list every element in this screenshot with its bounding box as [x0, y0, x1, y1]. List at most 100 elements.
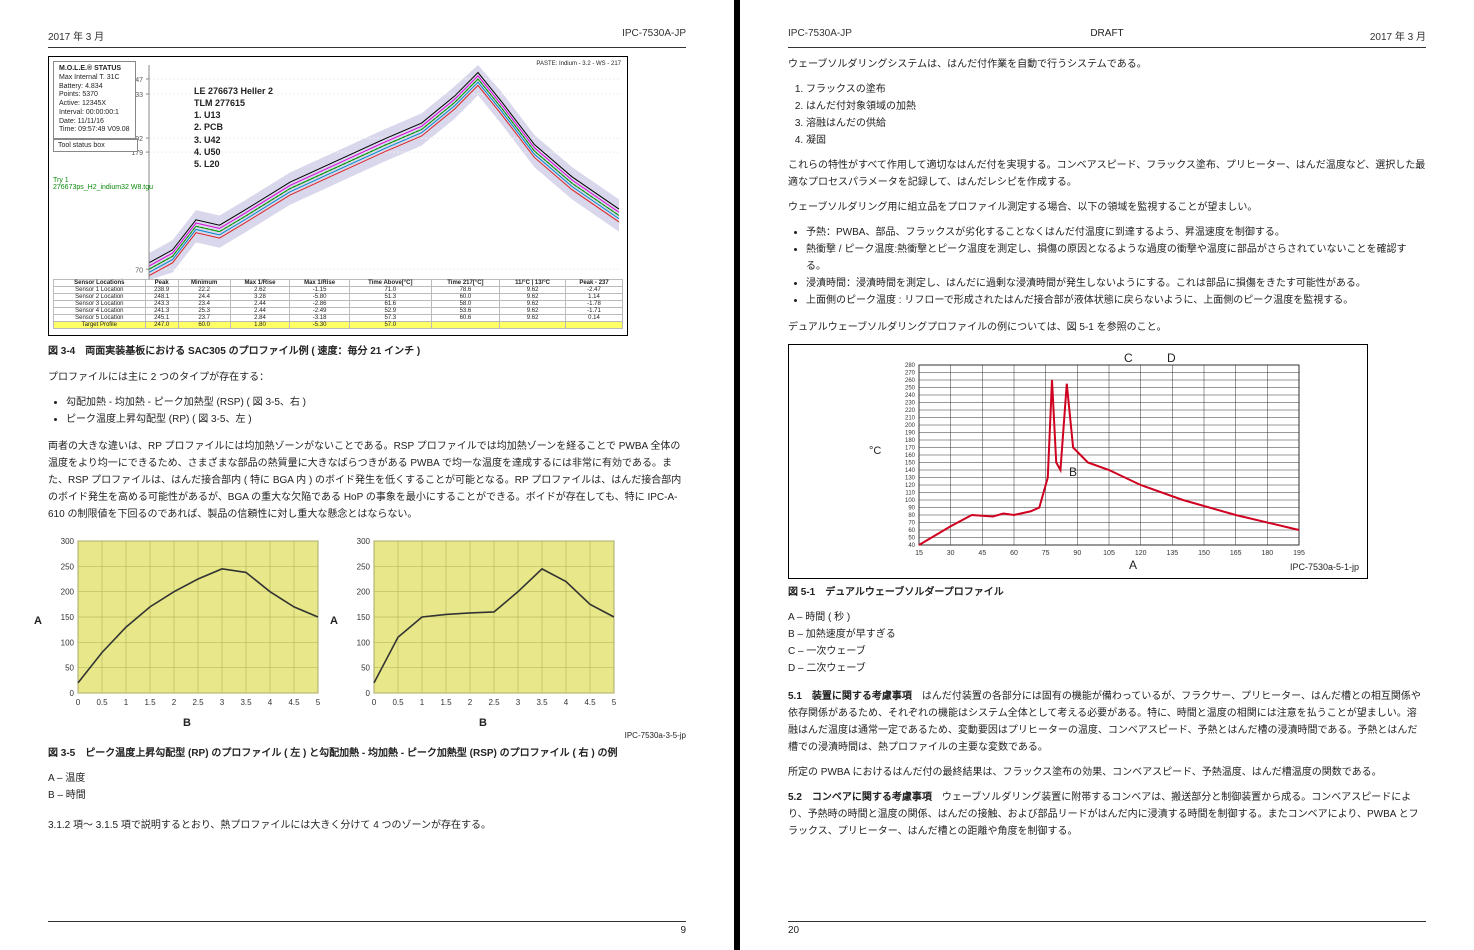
svg-text:135: 135 [1166, 550, 1178, 557]
reflow-profile-chart: 70179192233247degC M.O.L.E.® STATUS Max … [48, 56, 628, 336]
mole-l1: Battery: 4.834 [59, 83, 130, 92]
svg-text:160: 160 [905, 453, 916, 459]
svg-text:1.5: 1.5 [144, 698, 156, 707]
wave-b1: 熱衝撃 / ピーク温度:熱衝撃とピーク温度を測定し、損傷の原因となるような過度の… [806, 241, 1426, 275]
wave-monitor-list: 予熱：PWBA、部品、フラックスが劣化することなくはんだ付温度に到達するよう、昇… [798, 224, 1426, 309]
header-doc-r: IPC-7530A-JP [788, 28, 852, 43]
svg-text:100: 100 [357, 638, 371, 647]
svg-text:5: 5 [316, 698, 321, 707]
draft-label: DRAFT [1090, 28, 1123, 39]
svg-text:200: 200 [61, 588, 75, 597]
svg-text:15: 15 [915, 550, 923, 557]
para-profiles-intro: プロファイルには主に 2 つのタイプが存在する： [48, 369, 686, 386]
twin-charts: 05010015020025030000.511.522.533.544.55 … [48, 533, 686, 713]
svg-text:2: 2 [172, 698, 177, 707]
mark-A: A [1129, 558, 1137, 572]
svg-text:4.5: 4.5 [288, 698, 300, 707]
fig35-caption: 図 3-5 ピーク温度上昇勾配型 (RP) のプロファイル ( 左 ) と勾配加… [48, 744, 686, 759]
svg-text:4.5: 4.5 [584, 698, 596, 707]
legend-box: LE 276673 Heller 2 TLM 277615 1. U13 2. … [194, 85, 273, 170]
svg-text:110: 110 [905, 491, 915, 497]
profile-types-list: 勾配加熱 - 均加熱 - ピーク加熱型 (RSP) ( 図 3-5、右 ) ピー… [58, 394, 686, 428]
svg-text:300: 300 [61, 537, 75, 546]
svg-text:2.5: 2.5 [192, 698, 204, 707]
svg-text:0: 0 [76, 698, 81, 707]
svg-text:180: 180 [905, 438, 916, 444]
svg-text:3.5: 3.5 [536, 698, 548, 707]
legend-l2: TLM 277615 [194, 97, 273, 109]
fig51-sub-b: B – 加熱速度が早すぎる [788, 627, 1426, 642]
page-footer-left: 9 [48, 921, 686, 936]
svg-text:1.5: 1.5 [440, 698, 452, 707]
svg-text:180: 180 [1261, 550, 1273, 557]
svg-text:100: 100 [905, 498, 916, 504]
fig35-sub-a: A – 温度 [48, 771, 686, 786]
mole-l2: Points: 5370 [59, 91, 130, 100]
svg-text:70: 70 [135, 267, 143, 274]
svg-text:50: 50 [65, 664, 74, 673]
legend-i0: 1. U13 [194, 109, 273, 121]
page-left: 2017 年 3 月 IPC-7530A-JP 70179192233247de… [0, 0, 737, 950]
fig51-sub-d: D – 二次ウェーブ [788, 661, 1426, 676]
svg-text:165: 165 [1230, 550, 1242, 557]
svg-text:75: 75 [1042, 550, 1050, 557]
fig51-ref: IPC-7530a-5-1-jp [1290, 562, 1359, 572]
svg-text:280: 280 [905, 363, 916, 369]
try-l2: 276673ps_H2_indium32 W8.tgu [53, 184, 153, 191]
sec52: 5.2 コンベアに関する考慮事項 ウェーブソルダリング装置に附帯するコンベアは、… [788, 789, 1426, 840]
mini-chart-rsp-svg: 05010015020025030000.511.522.533.544.55 [344, 533, 622, 713]
page-right: IPC-7530A-JP 2017 年 3 月 DRAFT ウェーブソルダリング… [737, 0, 1474, 950]
svg-text:45: 45 [978, 550, 986, 557]
svg-text:80: 80 [908, 513, 915, 519]
svg-text:150: 150 [357, 613, 371, 622]
svg-text:130: 130 [905, 476, 916, 482]
wave-para3: デュアルウェーブソルダリングプロファイルの例については、図 5-1 を参照のこと… [788, 319, 1426, 336]
mole-status-box: M.O.L.E.® STATUS Max Internal T. 31C Bat… [53, 61, 136, 139]
header-date: 2017 年 3 月 [48, 28, 104, 43]
wave-chart-svg: 4050607080901001101201301401501601701801… [789, 345, 1369, 580]
svg-text:120: 120 [905, 483, 916, 489]
mark-D: D [1167, 351, 1176, 365]
svg-text:50: 50 [361, 664, 370, 673]
legend-l1: LE 276673 Heller 2 [194, 85, 273, 97]
para-rsp-rp-diff: 両者の大きな違いは、RP プロファイルには均加熱ゾーンがないことである。RSP … [48, 438, 686, 523]
wave-b2: 浸漬時間：浸漬時間を測定し、はんだに過剰な浸漬時間が発生しないようにする。これは… [806, 275, 1426, 292]
axis-x-left: B [183, 717, 191, 729]
legend-i2: 3. U42 [194, 134, 273, 146]
sec51-head: 5.1 装置に関する考慮事項 [788, 691, 912, 702]
paste-label: PASTE: Indium - 3.2 - WS - 217 [536, 61, 621, 67]
svg-text:0: 0 [372, 698, 377, 707]
svg-text:240: 240 [905, 393, 916, 399]
mole-l6: Time: 09:57:49 V09.08 [59, 126, 130, 135]
fig51-caption: 図 5-1 デュアルウェーブソルダープロファイル [788, 583, 1426, 598]
wave-steps: フラックスの塗布 はんだ付対象領域の加熱 溶融はんだの供給 凝固 [802, 81, 1426, 149]
fig51-sub-c: C – 一次ウェーブ [788, 644, 1426, 659]
svg-text:200: 200 [905, 423, 916, 429]
mole-l5: Date: 11/11/16 [59, 118, 130, 127]
mole-l4: Interval: 00:00:00:1 [59, 109, 130, 118]
svg-text:40: 40 [908, 543, 915, 549]
svg-text:60: 60 [1010, 550, 1018, 557]
svg-text:190: 190 [905, 431, 916, 437]
svg-text:30: 30 [947, 550, 955, 557]
svg-text:0.5: 0.5 [392, 698, 404, 707]
legend-i3: 4. U50 [194, 146, 273, 158]
svg-text:0.5: 0.5 [96, 698, 108, 707]
sec52-head: 5.2 コンベアに関する考慮事項 [788, 792, 932, 803]
sec51: 5.1 装置に関する考慮事項 はんだ付装置の各部分には固有の機能が備わっているが… [788, 688, 1426, 756]
svg-text:140: 140 [905, 468, 916, 474]
svg-text:2: 2 [468, 698, 473, 707]
sensor-table: Sensor LocationsPeakMinimumMax 1/RiseMax… [53, 279, 623, 329]
bullet-rsp: 勾配加熱 - 均加熱 - ピーク加熱型 (RSP) ( 図 3-5、右 ) [66, 394, 686, 411]
svg-text:220: 220 [905, 408, 916, 414]
legend-i1: 2. PCB [194, 121, 273, 133]
header-date-r: 2017 年 3 月 [1370, 28, 1426, 43]
svg-text:250: 250 [61, 562, 75, 571]
mole-title: M.O.L.E.® STATUS [59, 65, 130, 74]
svg-text:70: 70 [908, 521, 915, 527]
para-zones: 3.1.2 項～ 3.1.5 項で説明するとおり、熱プロファイルには大きく分けて… [48, 817, 686, 834]
fig34-caption: 図 3-4 両面実装基板における SAC305 のプロファイル例 ( 速度：毎分… [48, 342, 686, 357]
wave-intro: ウェーブソルダリングシステムは、はんだ付作業を自動で行うシステムである。 [788, 56, 1426, 73]
svg-text:195: 195 [1293, 550, 1305, 557]
mini-chart-rsp: 05010015020025030000.511.522.533.544.55 … [344, 533, 622, 713]
